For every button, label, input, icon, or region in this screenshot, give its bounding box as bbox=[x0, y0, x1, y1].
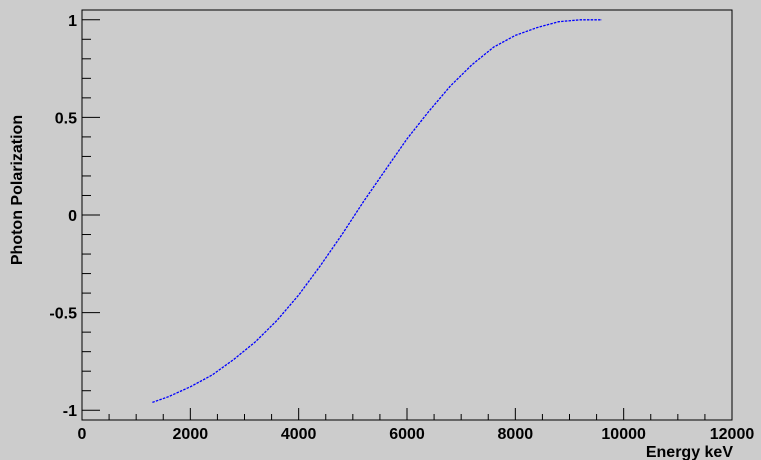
x-tick-label: 6000 bbox=[389, 426, 425, 443]
series-layer bbox=[152, 19, 602, 404]
y-tick-label: 1 bbox=[68, 13, 77, 30]
series-line bbox=[152, 19, 602, 404]
x-tick-label: 10000 bbox=[601, 426, 646, 443]
y-tick-label: 0.5 bbox=[55, 110, 77, 127]
x-axis-title: Energy keV bbox=[646, 444, 733, 460]
y-tick-label: -0.5 bbox=[49, 306, 77, 323]
x-tick-label: 8000 bbox=[498, 426, 534, 443]
y-axis-title: Photon Polarization bbox=[9, 115, 26, 265]
y-tick-label: -1 bbox=[63, 403, 77, 420]
x-tick-label: 2000 bbox=[173, 426, 209, 443]
x-tick-label: 12000 bbox=[710, 426, 755, 443]
y-tick-label: 0 bbox=[68, 208, 77, 225]
x-axis: 0 2000 4000 6000 8000 10000 12000 bbox=[78, 408, 755, 443]
y-axis: -1 -0.5 0 0.5 1 bbox=[49, 13, 100, 420]
x-tick-label: 0 bbox=[78, 426, 87, 443]
x-tick-label: 4000 bbox=[281, 426, 317, 443]
